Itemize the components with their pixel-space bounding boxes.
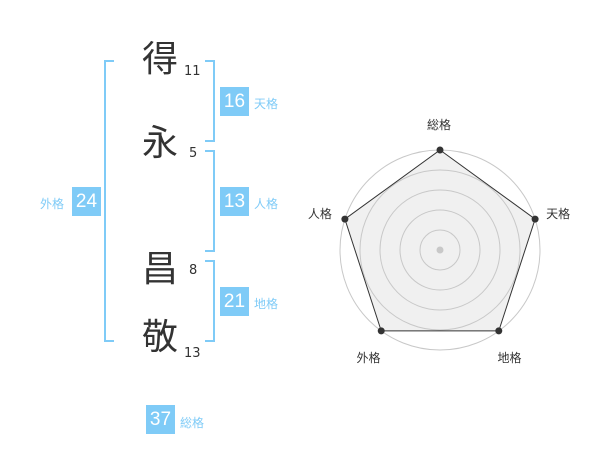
stroke-count: 8	[189, 263, 198, 278]
stroke-count: 13	[184, 346, 201, 361]
radar-point	[531, 215, 539, 223]
chikaku-value: 21	[220, 287, 249, 316]
gaikaku-label: 外格	[40, 197, 65, 211]
radar-point	[341, 215, 349, 223]
tenkaku-bracket	[205, 60, 215, 142]
tenkaku-label: 天格	[254, 97, 279, 111]
name-char: 敬	[141, 317, 178, 358]
gaikaku-bracket	[104, 60, 114, 342]
radar-axis-label: 天格	[546, 206, 571, 221]
gaikaku-value: 24	[72, 187, 101, 216]
radar-axis-label: 人格	[307, 206, 332, 221]
stroke-count: 5	[189, 146, 198, 161]
soukaku-value: 37	[146, 405, 175, 434]
jinkaku-label: 人格	[254, 197, 279, 211]
name-char: 昌	[141, 249, 178, 290]
radar-point	[436, 146, 444, 154]
radar-outline	[344, 149, 536, 332]
chikaku-bracket	[205, 260, 215, 342]
radar-point	[377, 327, 385, 335]
radar-axis-label: 総格	[427, 118, 452, 132]
radar-grid-circle	[379, 189, 501, 311]
radar-grid-circle	[359, 169, 521, 331]
name-char: 永	[141, 123, 178, 164]
radar-area	[344, 150, 536, 331]
radar-grid-circle	[399, 209, 481, 291]
jinkaku-bracket	[205, 150, 215, 252]
radar-axis-label: 地格	[497, 351, 522, 366]
name-char: 得	[141, 39, 178, 80]
soukaku-label: 総格	[180, 416, 205, 430]
radar-center-dot	[436, 246, 444, 254]
radar-grid-circle	[419, 229, 461, 271]
jinkaku-value: 13	[220, 187, 249, 216]
radar-axis-label: 外格	[356, 351, 381, 366]
chikaku-label: 地格	[254, 297, 279, 311]
stroke-count: 11	[184, 64, 201, 79]
radar-point	[495, 327, 503, 335]
tenkaku-value: 16	[220, 87, 249, 116]
